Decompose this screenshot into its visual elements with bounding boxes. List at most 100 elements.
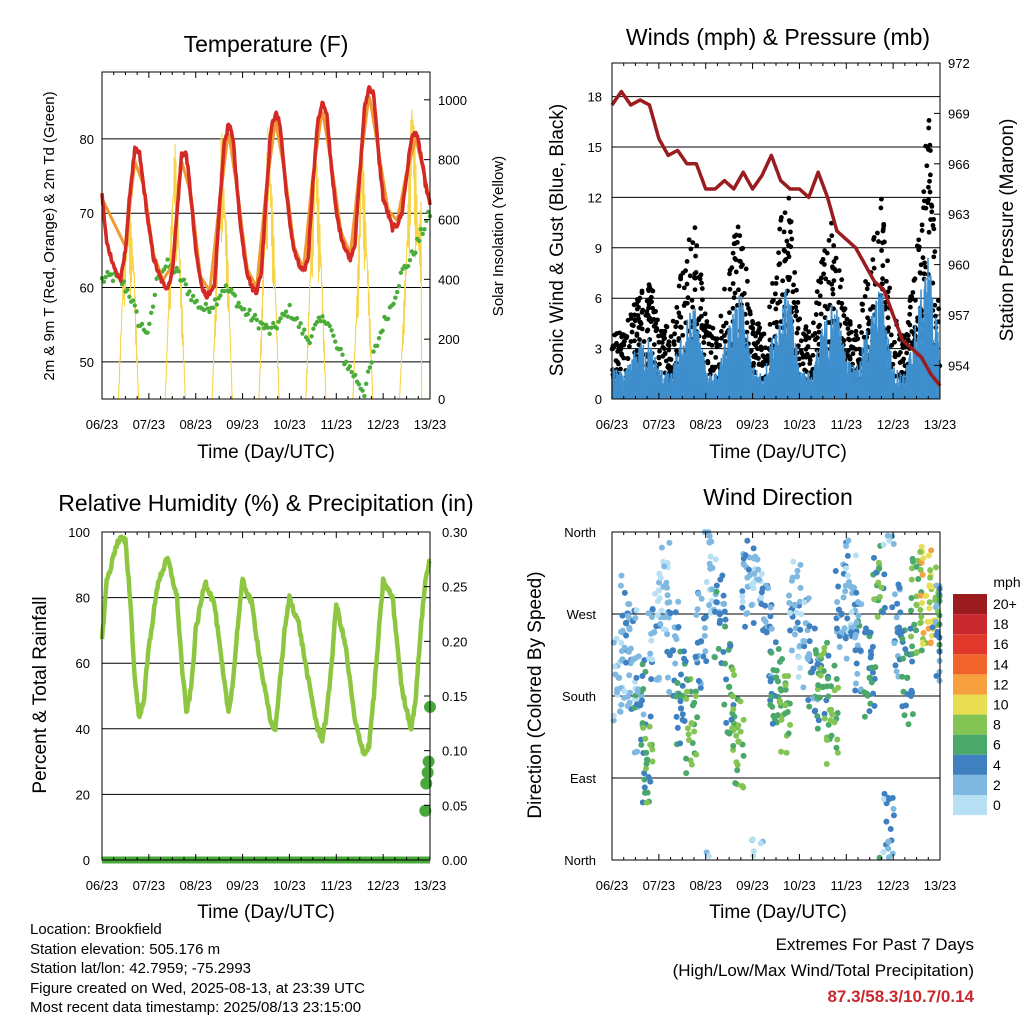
gust-point xyxy=(905,337,911,343)
gust-point xyxy=(831,243,837,248)
direction-point xyxy=(675,598,682,605)
direction-point xyxy=(640,724,647,731)
direction-point xyxy=(674,679,681,686)
gust-point xyxy=(722,338,728,344)
direction-point xyxy=(811,625,818,632)
legend-label: 10 xyxy=(993,697,1009,713)
gust-point xyxy=(841,307,847,313)
gust-point xyxy=(756,356,761,361)
gust-point xyxy=(676,310,682,316)
direction-point xyxy=(624,702,631,709)
gust-point xyxy=(809,369,814,375)
legend-label: 0 xyxy=(993,797,1001,813)
gust-point xyxy=(678,325,684,330)
direction-point xyxy=(806,623,813,630)
winds-ytick-right-label: 969 xyxy=(948,106,970,121)
gust-point xyxy=(887,285,893,291)
gust-point xyxy=(782,248,788,254)
gust-point xyxy=(855,336,861,342)
precip-point xyxy=(419,804,432,817)
direction-point xyxy=(635,653,642,660)
direction-point xyxy=(768,693,775,700)
gust-point xyxy=(774,275,780,281)
direction-point xyxy=(635,686,642,693)
gust-point xyxy=(788,229,793,235)
gust-point xyxy=(685,295,691,301)
direction-point xyxy=(795,673,802,680)
direction-point xyxy=(703,579,710,586)
direction-point xyxy=(733,732,740,739)
winds-xtick-label: 13/23 xyxy=(924,417,957,432)
direction-point xyxy=(653,676,660,683)
gust-point xyxy=(668,357,674,362)
direction-point xyxy=(869,669,876,676)
direction-point xyxy=(768,649,775,656)
direction-point xyxy=(701,624,708,631)
direction-point xyxy=(678,671,685,678)
gust-point xyxy=(632,318,638,324)
direction-point xyxy=(823,760,830,767)
gust-point xyxy=(636,298,641,304)
gust-point xyxy=(767,304,772,310)
gust-point xyxy=(627,344,632,349)
gust-point xyxy=(640,307,646,313)
direction-point xyxy=(821,649,828,656)
dewpoint-point xyxy=(145,330,150,335)
direction-point xyxy=(742,623,749,630)
direction-point xyxy=(890,805,897,812)
gust-point xyxy=(639,288,645,294)
gust-point xyxy=(723,320,729,326)
direction-point xyxy=(621,688,628,695)
direction-point xyxy=(647,741,654,748)
dewpoint-point xyxy=(407,258,413,263)
legend-title: mph xyxy=(993,574,1020,590)
direction-point xyxy=(828,732,835,739)
dewpoint-point xyxy=(343,359,349,365)
direction-point xyxy=(756,576,763,583)
direction-point xyxy=(867,648,874,655)
dewpoint-point xyxy=(121,279,127,284)
direction-point xyxy=(697,638,705,645)
dewpoint-point xyxy=(103,274,108,280)
gust-point xyxy=(814,289,820,295)
gust-point xyxy=(795,326,801,331)
gust-point xyxy=(740,245,746,251)
gust-point xyxy=(880,240,886,246)
direction-point xyxy=(735,722,742,729)
temperature-xtick-label: 07/23 xyxy=(133,417,166,432)
direction-point xyxy=(786,599,793,606)
gust-point xyxy=(850,351,856,357)
direction-point xyxy=(685,731,692,738)
legend-swatch xyxy=(953,734,987,755)
gust-point xyxy=(747,311,753,317)
direction-point xyxy=(767,604,774,611)
gust-point xyxy=(791,282,796,288)
gust-point xyxy=(692,225,698,231)
direction-point xyxy=(776,699,783,706)
direction-point xyxy=(853,589,860,596)
direction-point xyxy=(715,645,722,652)
direction-point xyxy=(633,674,640,681)
gust-point xyxy=(830,286,836,292)
gust-point xyxy=(816,301,822,307)
gust-point xyxy=(619,352,625,358)
direction-point xyxy=(755,566,762,573)
gust-point xyxy=(700,297,705,303)
direction-point xyxy=(852,631,859,638)
dewpoint-point xyxy=(367,365,373,370)
gust-point xyxy=(914,243,920,249)
info-elevation: Station elevation: 505.176 m xyxy=(30,940,221,958)
gust-point xyxy=(830,291,836,297)
gust-point xyxy=(921,205,926,211)
gust-point xyxy=(628,312,634,318)
direction-point xyxy=(723,676,730,683)
direction-point xyxy=(891,591,898,598)
direction-point xyxy=(854,642,861,649)
direction-point xyxy=(702,648,709,655)
temperature-plot xyxy=(99,85,433,400)
direction-point xyxy=(739,593,746,600)
direction-point xyxy=(829,711,836,718)
direction-point xyxy=(701,632,708,639)
direction-point xyxy=(787,609,794,616)
direction-point xyxy=(805,595,812,602)
